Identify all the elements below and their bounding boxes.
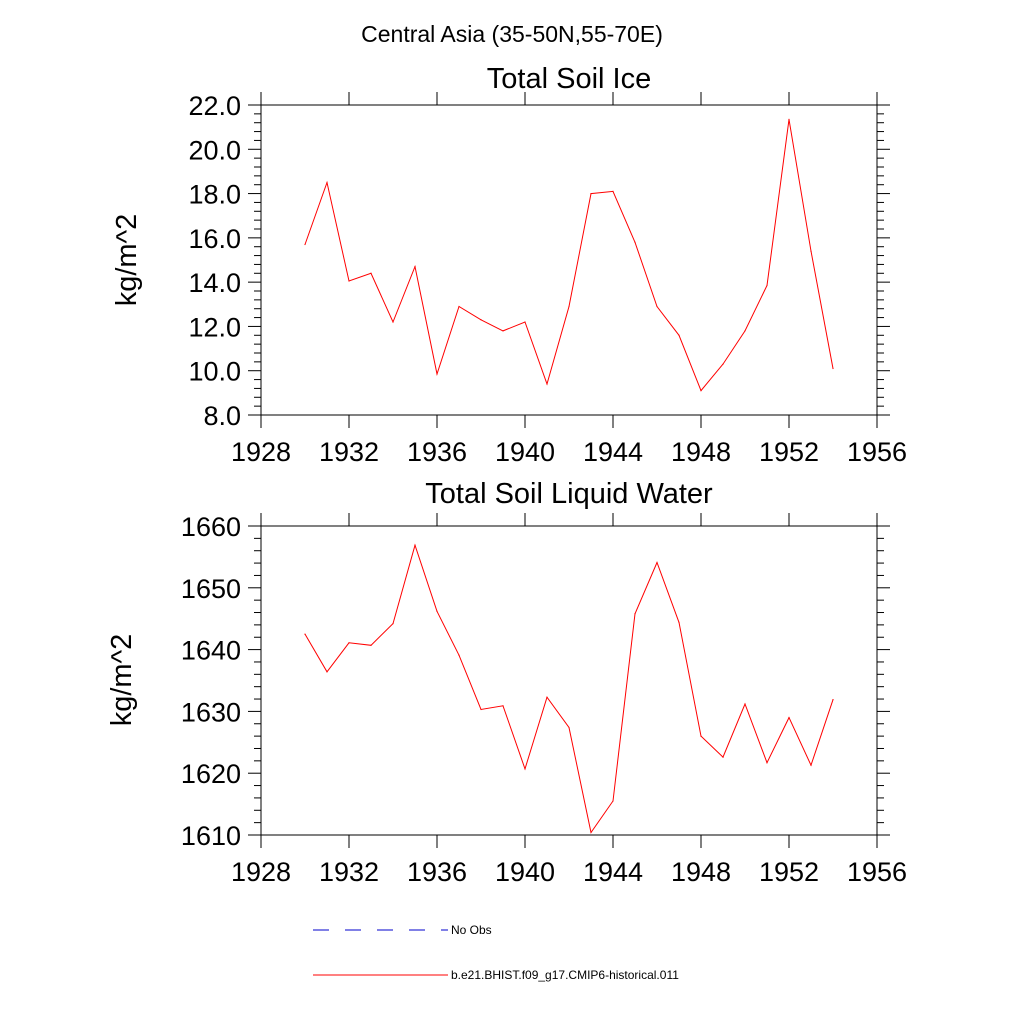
soil-liquid-water-xtick-label: 1944: [583, 857, 643, 887]
soil-liquid-water-xtick-label: 1928: [231, 857, 291, 887]
soil-liquid-water-title: Total Soil Liquid Water: [425, 478, 713, 510]
soil-ice-title: Total Soil Ice: [487, 63, 651, 95]
soil-ice-ylabel: kg/m^2: [111, 214, 143, 307]
soil-liquid-water-data-point: [590, 831, 592, 834]
soil-ice-data-point: [634, 241, 636, 243]
soil-ice-xtick-label: 1952: [759, 437, 819, 467]
soil-liquid-water-xtick-label: 1932: [319, 857, 379, 887]
soil-liquid-water-data-point: [480, 708, 482, 711]
legend-obs-label: No Obs: [451, 923, 492, 937]
soil-liquid-water-data-point: [414, 544, 416, 546]
soil-ice-data-point: [568, 305, 570, 308]
soil-ice-xtick-label: 1932: [319, 437, 379, 467]
soil-ice-xtick-label: 1940: [495, 437, 555, 467]
soil-liquid-water-ytick-label: 1660: [181, 512, 241, 542]
soil-liquid-water-data-point: [744, 703, 746, 705]
page-title: Central Asia (35-50N,55-70E): [361, 21, 663, 47]
soil-liquid-water-data-point: [612, 800, 614, 802]
soil-ice-data-point: [832, 367, 834, 370]
soil-ice-ytick-label: 10.0: [188, 357, 241, 387]
soil-ice-xtick-label: 1948: [671, 437, 731, 467]
soil-ice-plot-frame: [260, 104, 878, 416]
soil-liquid-water-data-point: [348, 642, 350, 644]
soil-liquid-water-ytick-label: 1640: [181, 636, 241, 666]
soil-ice-data-point: [700, 390, 702, 392]
soil-liquid-water-data-point: [326, 671, 328, 673]
soil-ice-xtick-label: 1928: [231, 437, 291, 467]
soil-liquid-water-data-point: [436, 610, 438, 612]
soil-liquid-water-data-point: [392, 623, 394, 625]
soil-ice-data-point: [722, 363, 724, 365]
soil-liquid-water-data-point: [458, 654, 460, 656]
soil-ice-data-point: [458, 305, 460, 308]
soil-ice-data-point: [370, 272, 372, 274]
soil-ice-panel: Total Soil Ice kg/m^2 8.0 10.0 12.0 14.0 16.…: [111, 63, 907, 467]
soil-ice-data-point: [788, 118, 790, 120]
legend-model-label: b.e21.BHIST.f09_g17.CMIP6-historical.011: [451, 968, 679, 982]
soil-ice-ytick-label: 16.0: [188, 224, 241, 254]
soil-ice-ytick-label: 20.0: [188, 135, 241, 165]
soil-liquid-water-data-point: [832, 699, 834, 701]
soil-liquid-water-data-point: [788, 716, 790, 719]
soil-liquid-water-series-line: [304, 543, 834, 834]
soil-liquid-water-data-point: [502, 705, 504, 707]
soil-liquid-water-data-point: [810, 764, 812, 766]
soil-ice-data-point: [480, 319, 482, 321]
soil-liquid-water-data-point: [766, 762, 768, 764]
soil-liquid-water-ytick-label: 1650: [181, 574, 241, 604]
soil-liquid-water-data-point: [568, 726, 570, 729]
soil-ice-data-point: [304, 243, 306, 246]
soil-ice-data-point: [590, 192, 592, 195]
soil-ice-data-point: [502, 330, 504, 332]
soil-ice-data-point: [744, 330, 746, 332]
soil-ice-data-point: [766, 284, 768, 287]
soil-ice-xtick-label: 1936: [407, 437, 467, 467]
soil-ice-xtick-label: 1944: [583, 437, 643, 467]
soil-ice-data-point: [326, 181, 328, 184]
soil-liquid-water-data-point: [722, 756, 724, 758]
soil-ice-data-point: [612, 190, 614, 192]
soil-ice-data-point: [810, 250, 812, 252]
soil-liquid-water-xtick-label: 1956: [847, 857, 907, 887]
soil-liquid-water-data-point: [524, 768, 526, 770]
soil-liquid-water-data-point: [370, 644, 372, 646]
soil-ice-ytick-label: 12.0: [188, 312, 241, 342]
soil-liquid-water-plot-frame: [260, 525, 878, 836]
soil-liquid-water-xtick-label: 1936: [407, 857, 467, 887]
soil-ice-data-point: [436, 373, 438, 375]
soil-liquid-water-data-point: [546, 696, 548, 698]
soil-liquid-water-data-point: [304, 633, 306, 635]
soil-liquid-water-data-point: [634, 613, 636, 615]
soil-liquid-water-xtick-label: 1940: [495, 857, 555, 887]
soil-ice-data-point: [656, 305, 658, 308]
soil-ice-ytick-label: 14.0: [188, 268, 241, 298]
soil-ice-data-point: [348, 280, 350, 282]
soil-liquid-water-data-point: [656, 561, 658, 564]
soil-ice-ytick-label: 18.0: [188, 180, 241, 210]
soil-ice-data-point: [678, 334, 680, 336]
soil-liquid-water-ytick-label: 1630: [181, 697, 241, 727]
soil-ice-xtick-label: 1956: [847, 437, 907, 467]
soil-liquid-water-panel: Total Soil Liquid Water kg/m^2 1610 1620 1…: [106, 478, 907, 887]
soil-liquid-water-ylabel: kg/m^2: [106, 634, 138, 727]
soil-ice-ytick-label: 22.0: [188, 91, 241, 121]
soil-liquid-water-data-point: [678, 621, 680, 624]
soil-liquid-water-xtick-label: 1948: [671, 857, 731, 887]
legend: No Obs b.e21.BHIST.f09_g17.CMIP6-histori…: [313, 923, 679, 982]
soil-ice-data-point: [524, 321, 526, 323]
soil-ice-data-point: [414, 266, 416, 268]
soil-liquid-water-ytick-label: 1610: [181, 821, 241, 851]
soil-liquid-water-xtick-label: 1952: [759, 857, 819, 887]
soil-ice-data-point: [546, 383, 548, 385]
soil-ice-series-line: [304, 119, 834, 392]
soil-ice-ytick-label: 8.0: [203, 401, 241, 431]
soil-ice-data-point: [392, 321, 394, 323]
soil-liquid-water-ytick-label: 1620: [181, 759, 241, 789]
soil-liquid-water-data-point: [700, 735, 702, 737]
